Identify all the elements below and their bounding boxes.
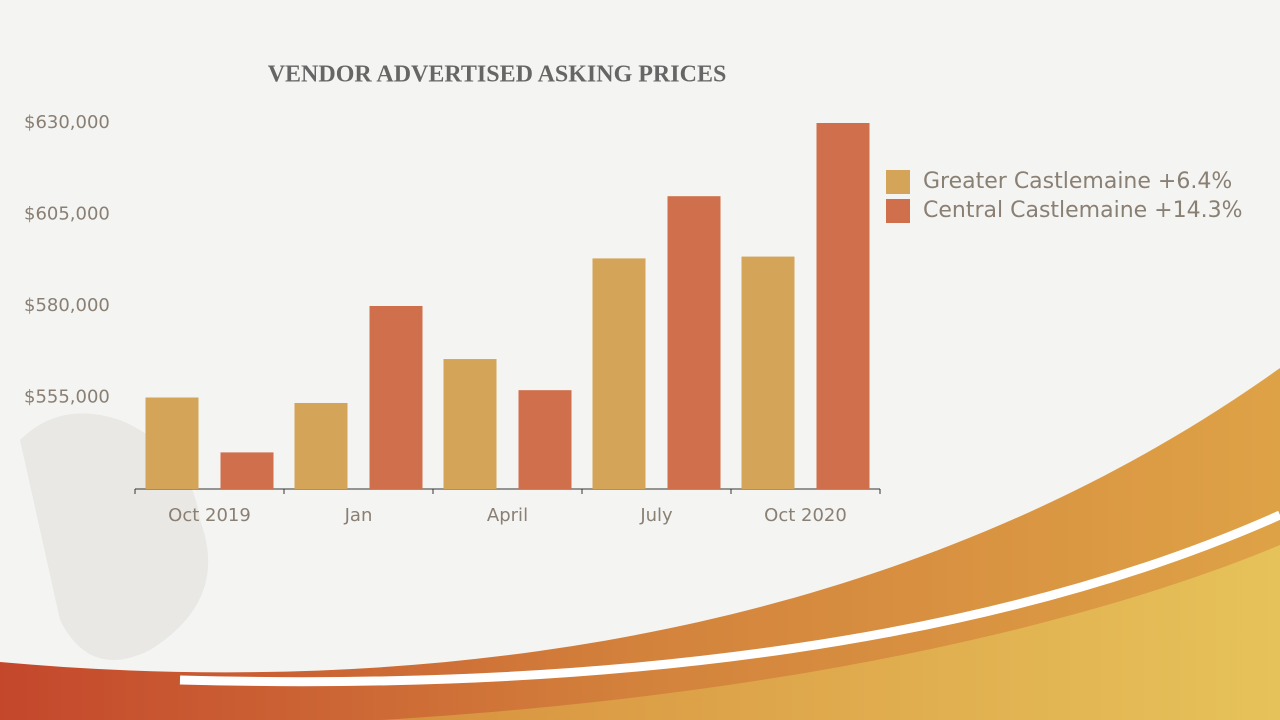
x-tick-label: Oct 2020 — [764, 505, 847, 526]
swoosh — [380, 545, 1280, 720]
legend-label: Central Castlemaine +14.3% — [923, 198, 1243, 223]
x-tick-label: Oct 2019 — [168, 505, 251, 526]
bar — [220, 452, 274, 489]
y-tick-label: $580,000 — [24, 295, 110, 316]
y-tick-label: $605,000 — [24, 204, 110, 225]
x-tick-label: April — [487, 505, 528, 526]
legend-label: Greater Castlemaine +6.4% — [923, 169, 1232, 194]
y-tick-label: $555,000 — [24, 387, 110, 408]
x-tick-label: July — [639, 505, 673, 526]
swoosh — [0, 368, 1280, 720]
bar — [816, 123, 870, 489]
bar — [592, 258, 646, 489]
legend-swatch — [886, 199, 910, 223]
chart-title: VENDOR ADVERTISED ASKING PRICES — [268, 62, 727, 88]
swoosh-line — [179, 510, 1280, 687]
y-tick-label: $630,000 — [24, 112, 110, 133]
legend-swatch — [886, 170, 910, 194]
bar — [667, 196, 721, 489]
bar — [741, 256, 795, 489]
bar — [145, 397, 199, 489]
bar — [518, 390, 572, 489]
bar — [369, 306, 423, 489]
bar — [294, 402, 348, 489]
x-tick-label: Jan — [344, 505, 373, 526]
bar — [443, 359, 497, 489]
